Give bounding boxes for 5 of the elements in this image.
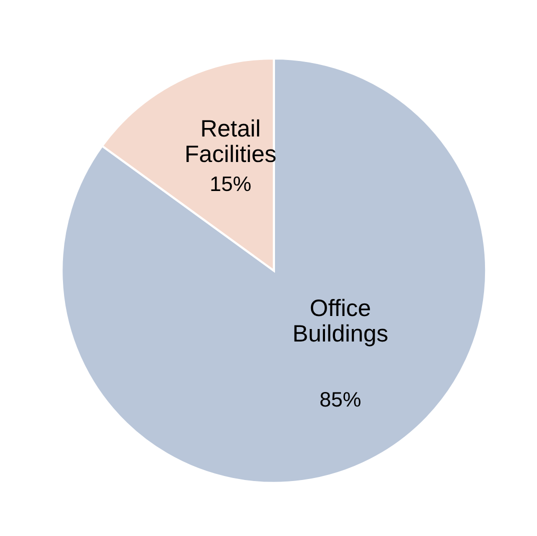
pie-slice bbox=[60, 57, 488, 484]
slice-label: Office Buildings bbox=[294, 298, 388, 346]
data-label: 15% bbox=[211, 176, 251, 192]
data-label: 85% bbox=[320, 392, 360, 407]
slice-label: Retail Facilities bbox=[186, 119, 276, 162]
